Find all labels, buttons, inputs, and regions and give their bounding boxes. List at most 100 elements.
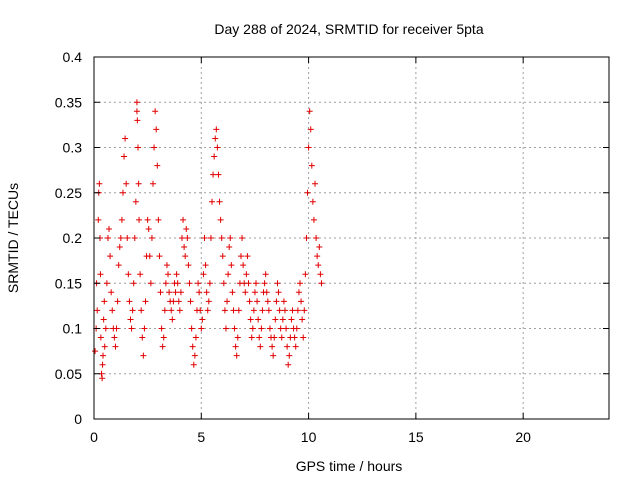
data-point xyxy=(198,325,205,332)
data-point xyxy=(169,316,176,323)
data-point xyxy=(271,334,278,341)
y-axis-label: SRMTID / TECUs xyxy=(5,183,21,293)
data-point xyxy=(298,298,305,305)
data-point xyxy=(117,235,124,241)
data-point xyxy=(292,343,299,350)
data-point xyxy=(222,325,229,332)
data-point xyxy=(262,271,269,278)
y-tick-label: 0.1 xyxy=(63,321,83,337)
data-point xyxy=(261,280,268,287)
data-point xyxy=(136,216,143,223)
data-point xyxy=(135,180,142,187)
data-point xyxy=(207,235,214,241)
data-point xyxy=(133,108,140,115)
data-points xyxy=(92,99,325,382)
data-point xyxy=(204,307,211,314)
data-point xyxy=(151,144,158,151)
data-point xyxy=(168,307,175,314)
data-point xyxy=(286,352,293,359)
data-point xyxy=(305,144,312,151)
data-point xyxy=(94,307,101,314)
data-point xyxy=(288,316,295,323)
data-point xyxy=(301,307,308,314)
data-point xyxy=(269,343,276,350)
data-point xyxy=(211,153,218,160)
data-point xyxy=(228,262,235,269)
data-point xyxy=(243,271,250,278)
data-point xyxy=(175,298,182,305)
y-tick-label: 0.4 xyxy=(63,49,83,65)
data-point xyxy=(274,280,281,287)
data-point xyxy=(277,325,284,332)
data-point xyxy=(99,375,106,382)
x-tick-label: 15 xyxy=(408,429,424,445)
data-point xyxy=(183,225,190,232)
data-point xyxy=(232,343,239,350)
data-point xyxy=(130,280,137,287)
data-point xyxy=(129,307,136,314)
data-point xyxy=(294,307,301,314)
data-point xyxy=(235,307,242,314)
data-point xyxy=(313,235,320,241)
data-point xyxy=(202,262,209,269)
x-tick-label: 10 xyxy=(301,429,317,445)
y-tick-label: 0 xyxy=(74,411,82,427)
y-tick-label: 0.15 xyxy=(55,275,82,291)
data-point xyxy=(195,280,202,287)
data-point xyxy=(206,280,213,287)
data-point xyxy=(230,307,237,314)
data-point xyxy=(297,280,303,287)
data-point xyxy=(278,334,285,341)
data-point xyxy=(181,244,188,251)
x-axis-ticks: 0 5 10 15 20 xyxy=(90,57,531,445)
data-point xyxy=(289,307,296,314)
data-point xyxy=(316,244,323,251)
data-point xyxy=(142,298,149,305)
data-point xyxy=(266,325,273,332)
data-point xyxy=(184,235,191,241)
data-point xyxy=(180,216,187,223)
data-point xyxy=(115,262,122,269)
data-point xyxy=(237,253,244,260)
data-point xyxy=(116,244,123,251)
data-point xyxy=(270,352,277,359)
data-point xyxy=(148,235,155,241)
data-point xyxy=(310,216,317,223)
data-point xyxy=(182,253,189,260)
data-point xyxy=(100,352,107,359)
y-axis-ticks: 0 0.05 0.1 0.15 0.2 0.25 0.3 0.35 0.4 xyxy=(55,49,609,427)
data-point xyxy=(114,298,121,305)
data-point xyxy=(234,334,241,341)
data-point xyxy=(138,307,145,314)
data-point xyxy=(275,289,282,296)
data-point xyxy=(96,180,103,187)
data-point xyxy=(221,307,228,314)
data-point xyxy=(203,289,210,296)
data-point xyxy=(118,216,125,223)
data-point xyxy=(157,289,164,296)
data-point xyxy=(295,289,302,296)
data-point xyxy=(162,280,169,287)
data-point xyxy=(300,334,307,341)
data-point xyxy=(161,307,168,314)
data-point xyxy=(178,235,185,241)
data-point xyxy=(255,316,262,323)
data-point xyxy=(170,298,177,305)
data-point xyxy=(101,343,108,350)
data-point xyxy=(280,298,287,305)
data-point xyxy=(159,343,166,350)
data-point xyxy=(174,280,181,287)
data-point xyxy=(191,352,198,359)
data-point xyxy=(265,307,272,314)
data-point xyxy=(205,298,212,305)
data-point xyxy=(279,316,286,323)
data-point xyxy=(216,198,223,205)
plot-frame xyxy=(93,56,610,420)
data-point xyxy=(137,271,144,278)
data-point xyxy=(123,180,130,187)
data-point xyxy=(173,271,180,278)
data-point xyxy=(263,289,270,296)
data-point xyxy=(134,117,141,124)
y-tick-label: 0.2 xyxy=(63,230,83,246)
